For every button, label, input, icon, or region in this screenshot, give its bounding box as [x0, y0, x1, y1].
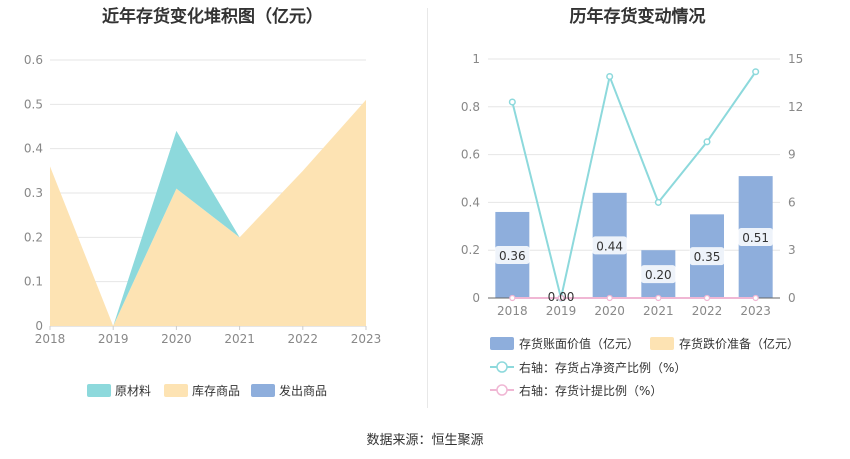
provision-ratio-point	[557, 294, 565, 302]
left-x-tick-label: 2021	[224, 332, 255, 346]
provision-ratio-point	[606, 294, 613, 302]
right-y-tick-label: 0	[472, 291, 480, 305]
left-x-tick-label: 2018	[35, 332, 66, 346]
net-asset-ratio-point	[752, 68, 760, 76]
right-y2-tick-label: 9	[788, 148, 796, 162]
right-x-tick-label: 2023	[740, 304, 771, 318]
right-y-tick-label: 0.4	[461, 195, 480, 209]
bar-value-label: 0.51	[742, 231, 769, 245]
right-x-tick-label: 2021	[643, 304, 674, 318]
provision-ratio-point	[509, 294, 516, 302]
right-x-tick-label: 2020	[594, 304, 625, 318]
right-y-tick-label: 1	[472, 52, 480, 66]
left-x-tick-label: 2019	[98, 332, 129, 346]
left-chart-title: 近年存货变化堆积图（亿元）	[102, 7, 323, 27]
left-y-tick-label: 0.5	[24, 97, 43, 111]
right-x-tick-label: 2018	[497, 304, 528, 318]
right-legend-label: 存货跌价准备（亿元）	[679, 336, 799, 351]
left-legend-swatch	[164, 384, 188, 397]
left-y-tick-label: 0.3	[24, 186, 43, 200]
left-y-tick-label: 0.2	[24, 230, 43, 244]
right-y-tick-label: 0.6	[461, 148, 480, 162]
bar-value-label-bg	[494, 245, 530, 264]
right-legend-swatch	[650, 337, 674, 350]
bar-value-label-bg	[640, 265, 676, 284]
bar-value-label: 0.44	[596, 239, 623, 253]
net-asset-ratio-line	[511, 71, 757, 299]
right-y-tick-label: 0.8	[461, 100, 480, 114]
panel-divider	[427, 8, 428, 408]
provision-ratio-point	[655, 294, 662, 302]
bar-value-label-bg	[689, 247, 725, 266]
right-y2-tick-label: 12	[788, 100, 803, 114]
right-y2-tick-label: 0	[788, 291, 796, 305]
left-x-tick-label: 2023	[351, 332, 382, 346]
left-x-tick-label: 2020	[161, 332, 192, 346]
right-y2-tick-label: 3	[788, 243, 796, 257]
net-asset-ratio-point	[508, 98, 516, 106]
data-source: 数据来源：恒生聚源	[366, 433, 484, 448]
left-y-tick-label: 0.1	[24, 275, 43, 289]
right-legend-swatch	[490, 337, 514, 350]
right-y2-tick-label: 6	[788, 195, 796, 209]
bar-value-label-bg	[592, 236, 628, 255]
left-legend-label: 原材料	[115, 384, 151, 398]
left-legend-label: 发出商品	[279, 383, 327, 398]
net-asset-ratio-point	[606, 72, 614, 81]
bar-value-label-bg	[738, 228, 774, 247]
net-asset-ratio-point	[703, 138, 711, 146]
bar-value-label: 0.00	[548, 290, 575, 304]
left-y-tick-label: 0	[35, 319, 43, 333]
left-legend-swatch	[251, 384, 275, 397]
left-x-tick-label: 2022	[288, 332, 319, 346]
right-legend-marker	[496, 384, 508, 396]
bar-value-label: 0.35	[694, 250, 721, 264]
provision-ratio-point	[703, 294, 711, 302]
bar-value-label: 0.20	[645, 268, 672, 282]
right-legend-marker	[496, 361, 508, 373]
right-chart-title: 历年存货变动情况	[569, 7, 706, 27]
left-y-tick-label: 0.4	[24, 142, 43, 156]
left-legend-swatch	[87, 384, 111, 397]
left-legend-label: 库存商品	[192, 383, 240, 398]
right-y2-tick-label: 15	[788, 52, 803, 66]
left-y-tick-label: 0.6	[24, 53, 43, 67]
right-x-tick-label: 2022	[692, 304, 723, 318]
net-asset-ratio-point	[654, 198, 662, 206]
right-x-tick-label: 2019	[546, 304, 577, 318]
bar-value-label: 0.36	[499, 249, 526, 263]
provision-ratio-point	[752, 294, 759, 302]
right-legend-label: 右轴：存货计提比例（%）	[519, 383, 662, 398]
right-y-tick-label: 0.2	[461, 243, 480, 257]
left-area-库存商品	[50, 99, 366, 327]
right-legend-label: 存货账面价值（亿元）	[519, 336, 639, 351]
right-legend-label: 右轴：存货占净资产比例（%）	[519, 360, 686, 375]
